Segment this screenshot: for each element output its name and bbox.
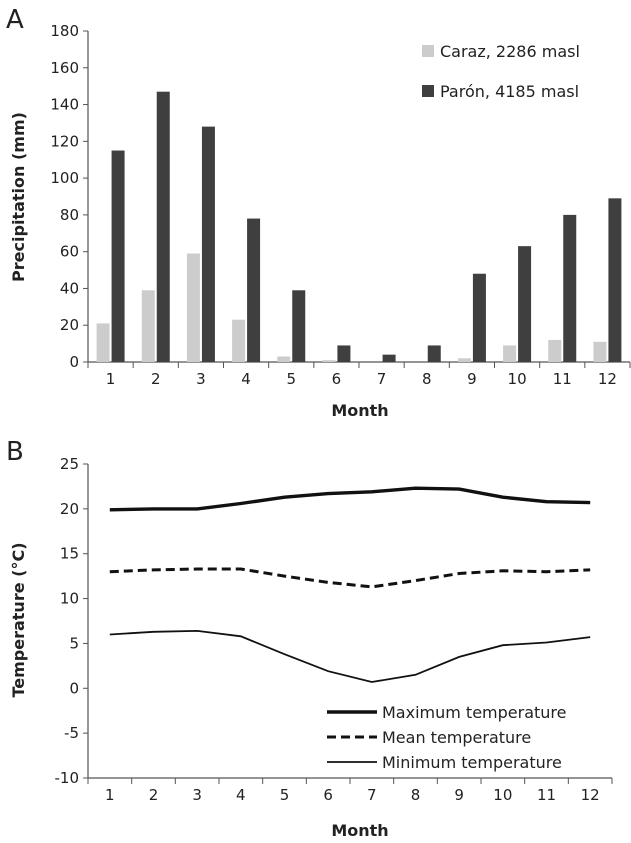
panel-a-x-tick-label: 8: [422, 370, 432, 388]
bar-paron: [156, 91, 170, 362]
bar-paron: [472, 273, 486, 362]
bar-caraz: [503, 345, 517, 362]
legend-label-caraz: Caraz, 2286 masl: [440, 42, 580, 61]
panel-a-x-tick-label: 2: [151, 370, 161, 388]
panel-b-y-tick-label: -10: [55, 769, 80, 787]
panel-a-y-tick-label: 40: [60, 279, 79, 297]
bar-paron: [111, 150, 125, 362]
bar-caraz: [457, 358, 471, 362]
panel-a-ylabel: Precipitation (mm): [9, 112, 28, 282]
panel-a-x-tick-label: 6: [332, 370, 342, 388]
panel-b-y-tick-label: 15: [60, 545, 79, 563]
panel-a-y-tick-label: 20: [60, 316, 79, 334]
bar-paron: [337, 345, 351, 362]
panel-b-x-tick-label: 5: [280, 786, 290, 804]
panel-b-x-tick-label: 4: [236, 786, 246, 804]
bar-caraz: [186, 253, 200, 362]
line-mean-temperature: [109, 567, 591, 589]
bar-paron: [247, 218, 261, 362]
panel-b-x-tick-label: 7: [367, 786, 377, 804]
legend-label-paron: Parón, 4185 masl: [440, 82, 579, 101]
panel-b-temperature-chart: B Temperature (°C) Month -10-50510152025…: [6, 437, 613, 840]
panel-b-xlabel: Month: [331, 821, 388, 840]
panel-a-y-tick-label: 140: [50, 96, 79, 114]
panel-b-x-tick-label: 3: [192, 786, 202, 804]
legend-swatch-paron: [422, 85, 434, 97]
bar-caraz: [277, 356, 291, 362]
line-minimum-temperature: [109, 629, 591, 683]
bar-paron: [201, 126, 215, 362]
panel-b-x-tick-label: 2: [149, 786, 159, 804]
panel-a-x-tick-label: 1: [106, 370, 116, 388]
panel-b-x-tick-label: 6: [323, 786, 333, 804]
panel-a-x-tick-label: 12: [598, 370, 617, 388]
panel-b-x-tick-label: 11: [537, 786, 556, 804]
panel-b-y-tick-label: -5: [64, 724, 79, 742]
panel-a-y-tick-label: 80: [60, 206, 79, 224]
legend-minimum-temperature-label: Minimum temperature: [382, 753, 562, 772]
panel-a-precipitation-chart: A Precipitation (mm) Month 0 20 40 60 80 100 1…: [6, 5, 631, 420]
panel-a-xlabel: Month: [331, 401, 388, 420]
panel-a-y-tick-label: 180: [50, 22, 79, 40]
panel-a-x-tick-label: 9: [467, 370, 477, 388]
legend-mean-temperature-label: Mean temperature: [382, 728, 531, 747]
bar-paron: [292, 290, 306, 362]
panel-b-y-tick-label: 20: [60, 500, 79, 518]
bar-paron: [563, 214, 577, 362]
panel-a-x-tick-label: 5: [286, 370, 296, 388]
panel-a-y-tick-label: 60: [60, 243, 79, 261]
panel-a-y-tick-label: 160: [50, 59, 79, 77]
bar-caraz: [96, 323, 110, 362]
panel-a-x-tick-label: 3: [196, 370, 206, 388]
bar-caraz: [232, 319, 246, 362]
legend-maximum-temperature-label: Maximum temperature: [382, 703, 567, 722]
panel-a-x-tick-label: 7: [377, 370, 387, 388]
bar-caraz: [322, 360, 336, 362]
panel-b-y-tick-label: 0: [69, 679, 79, 697]
panel-b-letter: B: [6, 437, 24, 467]
panel-a-y-tick-label: 0: [69, 353, 79, 371]
bar-paron: [518, 246, 532, 362]
panel-b-y-tick-label: 5: [69, 634, 79, 652]
panel-b-y-tick-label: 25: [60, 455, 79, 473]
bar-caraz: [141, 290, 155, 362]
bar-caraz: [548, 339, 562, 362]
panel-a-x-tick-label: 4: [241, 370, 251, 388]
line-maximum-temperature: [109, 486, 591, 512]
panel-b-x-tick-label: 10: [493, 786, 512, 804]
bar-paron: [382, 354, 396, 362]
panel-b-x-tick-label: 9: [454, 786, 464, 804]
panel-b-ylabel: Temperature (°C): [9, 542, 28, 697]
panel-b-y-tick-label: 10: [60, 590, 79, 608]
panel-a-x-tick-label: 11: [553, 370, 572, 388]
panel-a-x-tick-label: 10: [508, 370, 527, 388]
panel-a-y-tick-label: 120: [50, 132, 79, 150]
panel-b-x-tick-label: 8: [411, 786, 421, 804]
panel-b-x-tick-label: 1: [105, 786, 115, 804]
bar-paron: [608, 198, 622, 362]
bar-paron: [427, 345, 441, 362]
panel-a-letter: A: [6, 5, 24, 35]
bar-caraz: [593, 341, 607, 362]
panel-a-y-tick-label: 100: [50, 169, 79, 187]
panel-b-x-tick-label: 12: [581, 786, 600, 804]
legend-swatch-caraz: [422, 45, 434, 57]
